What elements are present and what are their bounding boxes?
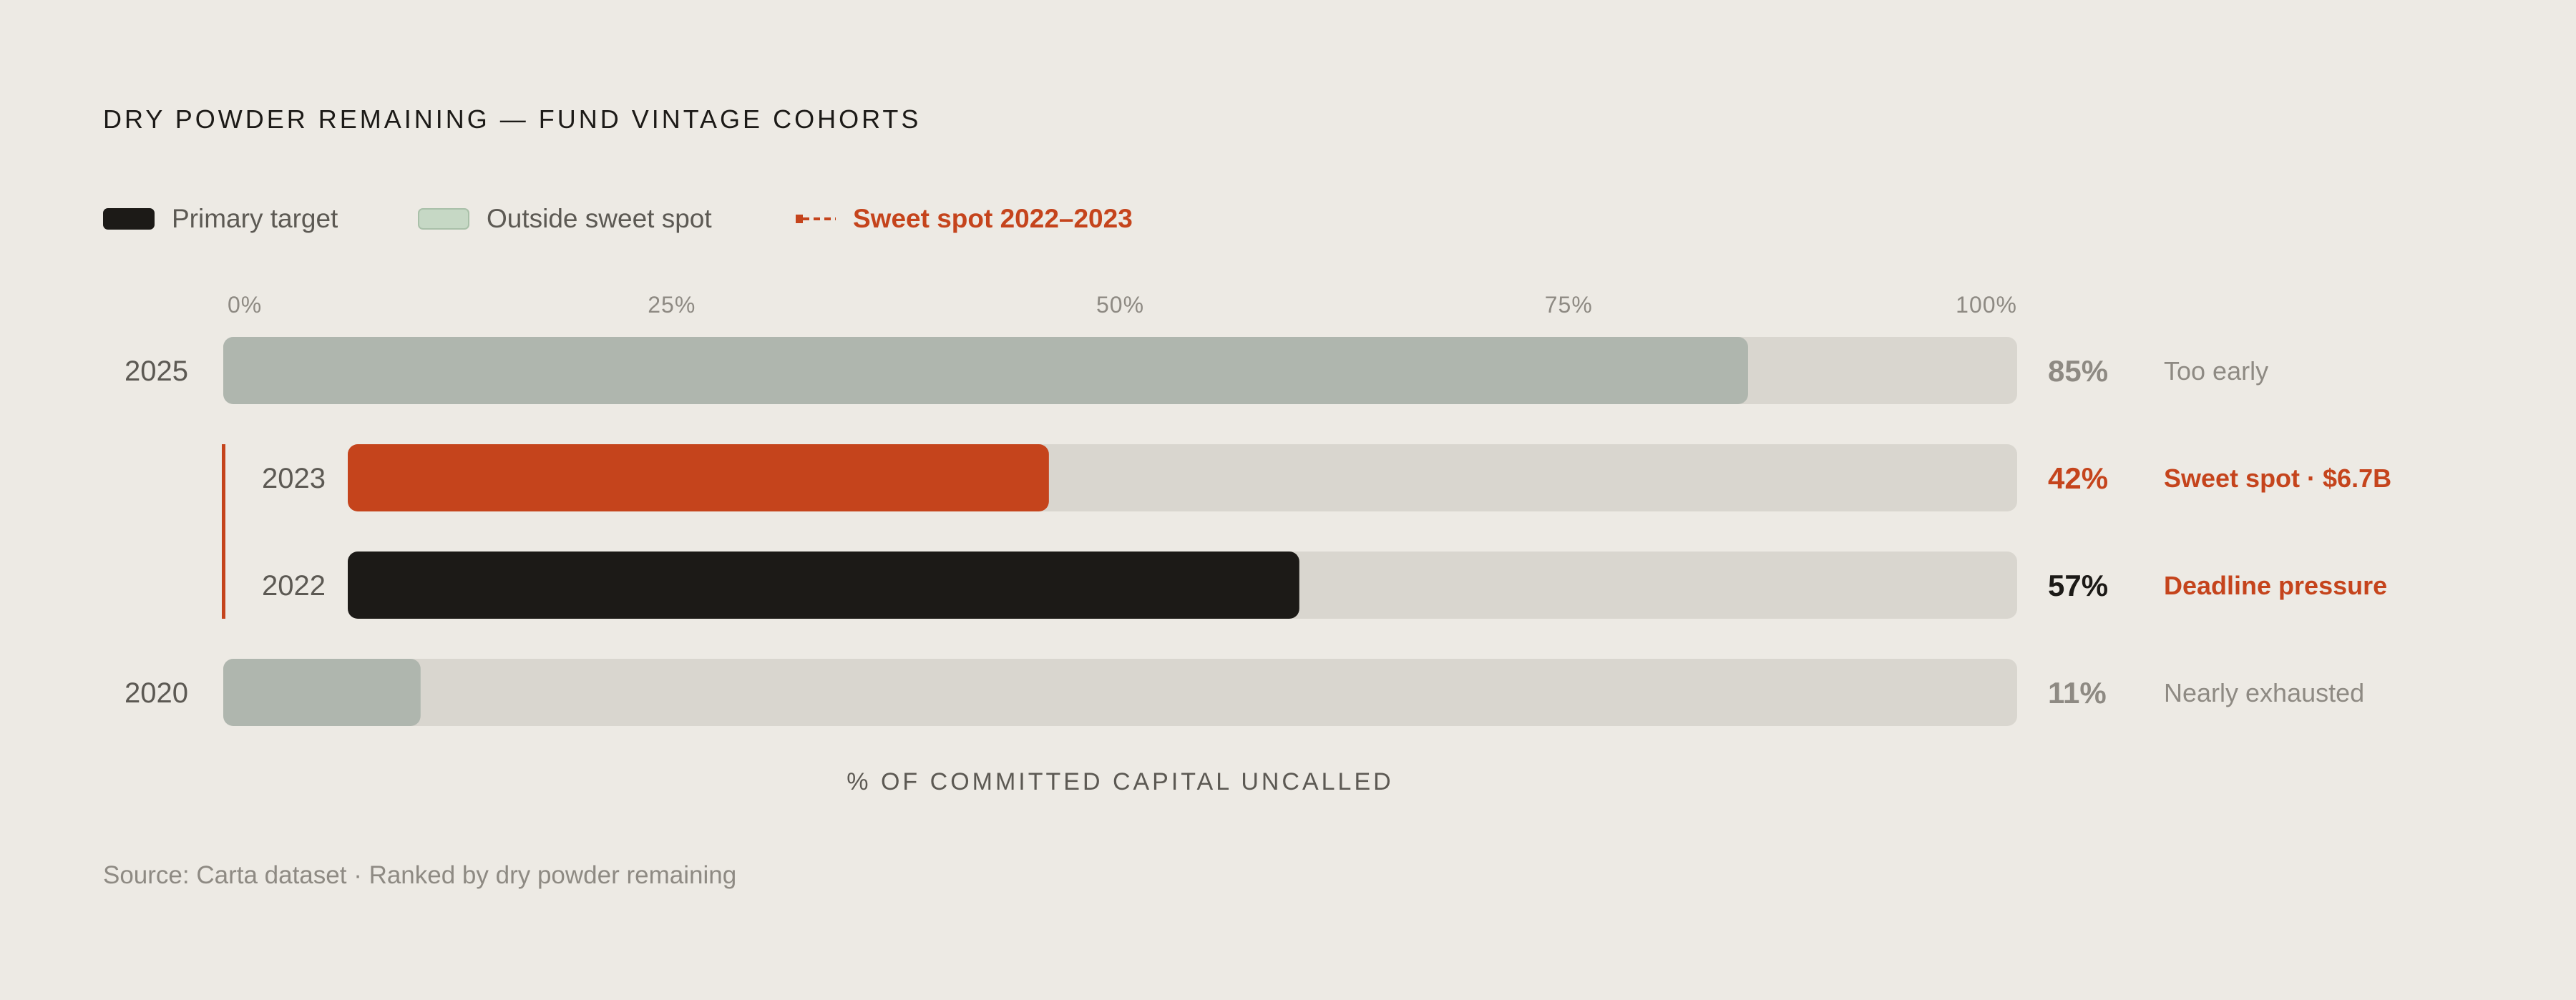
category-label: 2023	[262, 463, 326, 494]
bar-annotation: Deadline pressure	[2164, 571, 2387, 600]
bar-annotation: Too early	[2164, 356, 2268, 386]
category-label: 2025	[125, 356, 188, 387]
category-label: 2022	[262, 570, 326, 602]
bar	[223, 337, 1748, 404]
value-label: 57%	[2048, 569, 2108, 602]
value-label: 42%	[2048, 461, 2108, 495]
x-tick-label: 25%	[648, 292, 696, 318]
source-note: Source: Carta dataset · Ranked by dry po…	[103, 861, 737, 889]
sweet-spot-marker-icon	[796, 215, 836, 223]
x-tick-label: 50%	[1096, 292, 1144, 318]
primary-swatch-icon	[103, 208, 155, 230]
bar-track	[223, 659, 2017, 726]
x-axis-label: % OF COMMITTED CAPITAL UNCALLED	[847, 768, 1393, 795]
legend-item-sweet-spot: Sweet spot 2022–2023	[796, 201, 1133, 237]
x-tick-label: 100%	[1956, 292, 2017, 318]
category-label: 2020	[125, 677, 188, 709]
bar-annotation: Nearly exhausted	[2164, 678, 2364, 707]
legend-item-primary: Primary target	[103, 201, 338, 237]
legend-label-primary: Primary target	[172, 204, 338, 233]
outside-swatch-icon	[418, 208, 469, 230]
value-label: 11%	[2048, 676, 2107, 710]
bar	[348, 444, 1049, 511]
chart-title: DRY POWDER REMAINING — FUND VINTAGE COHO…	[103, 104, 922, 134]
value-label: 85%	[2048, 354, 2108, 388]
legend-label-sweet-spot: Sweet spot 2022–2023	[853, 204, 1133, 233]
x-tick-label: 75%	[1545, 292, 1593, 318]
bar	[348, 552, 1299, 619]
bar	[223, 659, 421, 726]
x-tick-label: 0%	[228, 292, 262, 318]
legend-label-outside: Outside sweet spot	[487, 204, 712, 233]
legend-item-outside: Outside sweet spot	[418, 201, 712, 237]
bar-annotation: Sweet spot · $6.7B	[2164, 464, 2391, 493]
sweet-spot-bracket	[222, 444, 225, 619]
